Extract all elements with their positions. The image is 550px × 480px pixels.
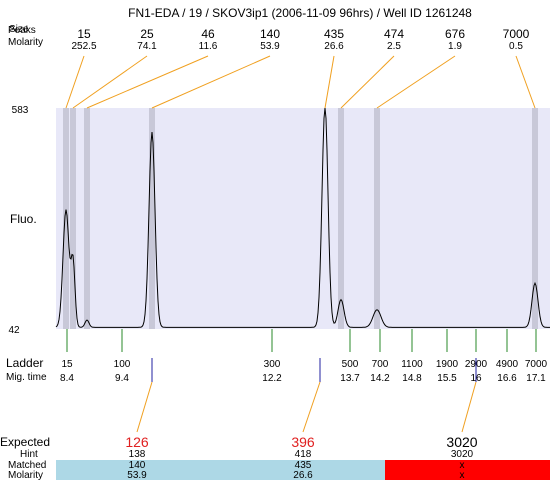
- peak-size-value: 676: [445, 27, 465, 41]
- expected-connector: [136, 381, 153, 433]
- peak-size-value: 474: [384, 27, 404, 41]
- expected-molarity-label: Molarity: [8, 470, 43, 480]
- peak-band: [338, 108, 344, 329]
- peak-connector: [72, 55, 148, 109]
- matched-value: x: [460, 460, 465, 471]
- peak-band: [63, 108, 69, 329]
- peak-band: [149, 108, 155, 329]
- peak-band: [374, 108, 380, 329]
- peak-molarity-value: 26.6: [324, 41, 344, 52]
- match-bar: [220, 460, 385, 480]
- peak-connector: [86, 55, 209, 109]
- ladder-size: 15: [61, 359, 73, 370]
- peak-size-value: 46: [201, 27, 215, 41]
- peaks-row-label: Peaks: [8, 25, 36, 36]
- ladder-size: 700: [372, 359, 389, 370]
- panel-title: FN1-EDA / 19 / SKOV3ip1 (2006-11-09 96hr…: [128, 6, 472, 20]
- peak-connector: [376, 55, 456, 109]
- peak-connector: [151, 55, 271, 109]
- ladder-ticks: 15 8.4 100 9.4 300 12.2 500 13.7 700 14.2 1100 14.8…: [60, 329, 548, 384]
- y-axis-label: Fluo.: [10, 212, 37, 226]
- y-min-label: 42: [8, 325, 20, 336]
- matched-value: 140: [129, 460, 146, 471]
- expected-label: Expected: [0, 435, 50, 449]
- expected-value: 3020: [446, 434, 477, 450]
- hint-label: Hint: [20, 449, 38, 460]
- expected-value: 396: [291, 434, 315, 450]
- ladder-migtime: 14.8: [402, 373, 422, 384]
- peak-molarity-value: 2.5: [387, 41, 401, 52]
- peak-connector: [340, 55, 395, 109]
- expected-molarity-value: 53.9: [127, 470, 147, 480]
- peak-molarity-value: 11.6: [199, 41, 218, 52]
- peak-molarity-value: 252.5: [71, 41, 96, 52]
- ladder-size: 500: [342, 359, 359, 370]
- fluorescence-trace: [55, 107, 550, 328]
- peak-size-value: 7000: [503, 27, 530, 41]
- match-bar: [385, 460, 550, 480]
- peak-molarity-value: 53.9: [260, 41, 280, 52]
- ladder-label: Ladder: [6, 356, 43, 370]
- peak-connector: [324, 55, 335, 109]
- ladder-migtime: 15.5: [437, 373, 457, 384]
- ladder-size: 1100: [401, 359, 423, 370]
- hint-value: 3020: [451, 449, 474, 460]
- peak-size-value: 140: [260, 27, 280, 41]
- molarity-row-label: Molarity: [8, 37, 43, 48]
- peak-size-value: 25: [140, 27, 154, 41]
- peak-band: [70, 108, 76, 329]
- ladder-migtime: 12.2: [262, 373, 282, 384]
- peak-size-value: 15: [77, 27, 91, 41]
- peak-connector: [65, 55, 85, 109]
- ladder-size: 100: [114, 359, 131, 370]
- peak-connector: [515, 55, 536, 109]
- peak-connectors: [65, 55, 536, 109]
- peak-bands: [63, 108, 538, 329]
- ladder-size: 1900: [436, 359, 459, 370]
- y-max-label: 583: [12, 105, 29, 116]
- migtime-label: Mig. time: [6, 372, 47, 383]
- peak-band: [532, 108, 538, 329]
- expected-value: 126: [125, 434, 149, 450]
- ladder-migtime: 16.6: [497, 373, 517, 384]
- ladder-migtime: 14.2: [370, 373, 390, 384]
- size-row-label: Size: [9, 24, 29, 35]
- expected-connector: [302, 381, 321, 433]
- plot-area: [56, 108, 550, 329]
- expected-connector: [461, 381, 477, 433]
- expected-molarity-value: x: [460, 470, 465, 480]
- peak-molarity-value: 0.5: [509, 41, 523, 52]
- expected-molarity-value: 26.6: [293, 470, 313, 480]
- ladder-size: 300: [264, 359, 281, 370]
- match-bar: [56, 460, 220, 480]
- matched-label: Matched: [8, 460, 46, 471]
- ladder-size: 4900: [496, 359, 519, 370]
- ladder-migtime: 8.4: [60, 373, 74, 384]
- peak-band: [84, 108, 90, 329]
- ladder-migtime: 13.7: [340, 373, 360, 384]
- hint-value: 418: [295, 449, 312, 460]
- peak-size-value: 435: [324, 27, 344, 41]
- ladder-migtime: 9.4: [115, 373, 129, 384]
- ladder-migtime: 17.1: [526, 373, 546, 384]
- peak-molarity-value: 74.1: [137, 41, 157, 52]
- matched-value: 435: [295, 460, 312, 471]
- ladder-size: 7000: [525, 359, 548, 370]
- hint-value: 138: [129, 449, 146, 460]
- peak-molarity-value: 1.9: [448, 41, 462, 52]
